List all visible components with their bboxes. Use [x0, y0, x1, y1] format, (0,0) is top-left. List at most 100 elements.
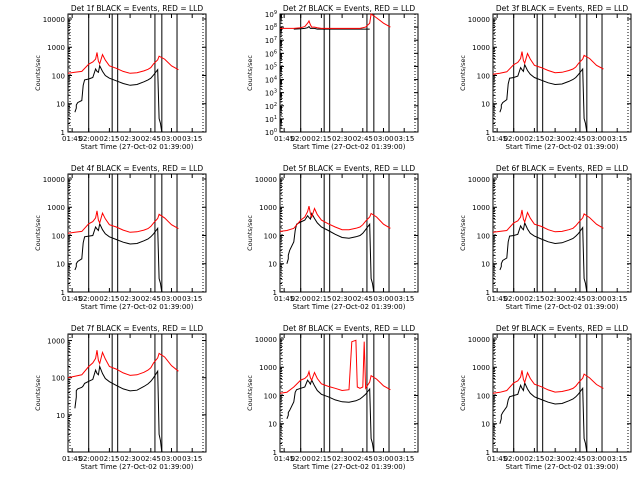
x-tick-label: 01:45: [487, 135, 507, 143]
x-tick-label: 02:30: [332, 135, 352, 143]
y-tick-label: 100: [52, 232, 65, 240]
x-axis-label: Start Time (27-Oct-02 01:39:00): [293, 143, 406, 151]
y-tick-exponent: 8: [274, 23, 277, 29]
x-tick-label: 02:15: [524, 135, 544, 143]
x-tick-label: 01:45: [487, 455, 507, 463]
x-tick-label: 03:00: [373, 455, 393, 463]
y-tick-label: 100: [477, 232, 490, 240]
y-tick-exponent: 1: [274, 115, 277, 121]
plot-frame: [67, 333, 207, 453]
x-tick-label: 01:45: [274, 135, 294, 143]
x-tick-label: 02:45: [353, 455, 373, 463]
x-tick-label: 02:45: [141, 295, 161, 303]
x-tick-label: 03:15: [182, 455, 202, 463]
x-tick-label: 03:00: [586, 135, 606, 143]
y-tick-label: 100: [264, 392, 277, 400]
chart-title: Det 5f BLACK = Events, RED = LLD: [283, 164, 416, 173]
y-tick-label: 1000: [472, 204, 490, 212]
x-tick-label: 02:15: [99, 455, 119, 463]
x-tick-label: 02:15: [99, 295, 119, 303]
chart-title: Det 8f BLACK = Events, RED = LLD: [283, 324, 416, 333]
x-tick-label: 02:15: [99, 135, 119, 143]
y-tick-label: 108: [265, 23, 277, 32]
x-tick-label: 02:30: [332, 295, 352, 303]
y-tick-label: 1: [486, 129, 490, 137]
x-tick-label: 02:45: [353, 295, 373, 303]
y-tick-label: 10: [56, 261, 65, 269]
y-tick-label: 10: [268, 261, 277, 269]
x-tick-label: 02:30: [545, 455, 565, 463]
y-tick-label: 10000: [43, 16, 65, 24]
y-axis-label: Counts/sec: [246, 375, 254, 411]
y-tick-label: 109: [265, 10, 277, 19]
y-tick-label: 1: [273, 449, 277, 457]
y-tick-label: 100: [477, 392, 490, 400]
x-tick-label: 03:00: [161, 295, 181, 303]
y-tick-label: 10000: [468, 336, 490, 344]
series-line-events: [74, 222, 163, 293]
x-tick-label: 03:00: [586, 295, 606, 303]
series-line-events: [286, 212, 375, 293]
x-tick-label: 03:15: [182, 135, 202, 143]
y-tick-label: 1: [486, 449, 490, 457]
series-line-events: [499, 381, 588, 453]
x-tick-label: 02:30: [120, 455, 140, 463]
y-tick-label: 10: [56, 412, 65, 420]
x-tick-label: 02:15: [311, 135, 331, 143]
chart-title: Det 6f BLACK = Events, RED = LLD: [496, 164, 629, 173]
y-tick-exponent: 7: [274, 36, 277, 42]
x-axis-label: Start Time (27-Oct-02 01:39:00): [506, 463, 619, 471]
y-tick-label: 102: [265, 102, 277, 111]
series-line-events: [293, 25, 370, 30]
y-tick-label: 1000: [47, 338, 65, 346]
x-tick-label: 03:15: [607, 295, 627, 303]
plot-frame: [279, 173, 419, 293]
x-tick-label: 03:15: [394, 455, 414, 463]
x-tick-label: 02:15: [524, 455, 544, 463]
chart-title: Det 7f BLACK = Events, RED = LLD: [71, 324, 204, 333]
x-tick-label: 03:15: [607, 135, 627, 143]
x-tick-label: 02:45: [353, 135, 373, 143]
x-tick-label: 02:15: [311, 295, 331, 303]
y-tick-exponent: 4: [274, 76, 277, 82]
y-tick-label: 1: [486, 289, 490, 297]
y-tick-label: 10000: [255, 336, 277, 344]
y-tick-label: 10: [481, 421, 490, 429]
x-tick-label: 02:00: [291, 455, 311, 463]
x-tick-label: 03:00: [373, 295, 393, 303]
series-line-events: [74, 64, 163, 133]
x-tick-label: 02:45: [141, 455, 161, 463]
x-tick-label: 02:00: [291, 295, 311, 303]
y-tick-label: 10000: [468, 176, 490, 184]
y-tick-label: 1000: [472, 44, 490, 52]
x-tick-label: 02:30: [120, 135, 140, 143]
y-tick-label: 1000: [47, 204, 65, 212]
y-tick-label: 100: [52, 375, 65, 383]
x-tick-label: 03:15: [182, 295, 202, 303]
x-tick-label: 03:00: [373, 135, 393, 143]
chart-title: Det 4f BLACK = Events, RED = LLD: [71, 164, 204, 173]
series-line-lld: [279, 205, 391, 232]
x-tick-label: 02:30: [545, 135, 565, 143]
y-axis-label: Counts/sec: [459, 55, 467, 91]
chart-title: Det 9f BLACK = Events, RED = LLD: [496, 324, 629, 333]
y-tick-label: 1: [61, 289, 65, 297]
y-tick-label: 1000: [47, 44, 65, 52]
y-tick-label: 1000: [472, 364, 490, 372]
y-tick-label: 10: [268, 421, 277, 429]
x-axis-label: Start Time (27-Oct-02 01:39:00): [293, 303, 406, 311]
chart-title: Det 3f BLACK = Events, RED = LLD: [496, 4, 629, 13]
series-line-lld: [67, 350, 179, 379]
x-tick-label: 01:45: [62, 455, 82, 463]
y-tick-label: 104: [265, 76, 277, 85]
y-axis-label: Counts/sec: [34, 55, 42, 91]
series-line-events: [499, 221, 588, 293]
series-line-events: [286, 378, 375, 453]
y-axis-label: Counts/sec: [34, 215, 42, 251]
x-tick-label: 03:15: [394, 295, 414, 303]
